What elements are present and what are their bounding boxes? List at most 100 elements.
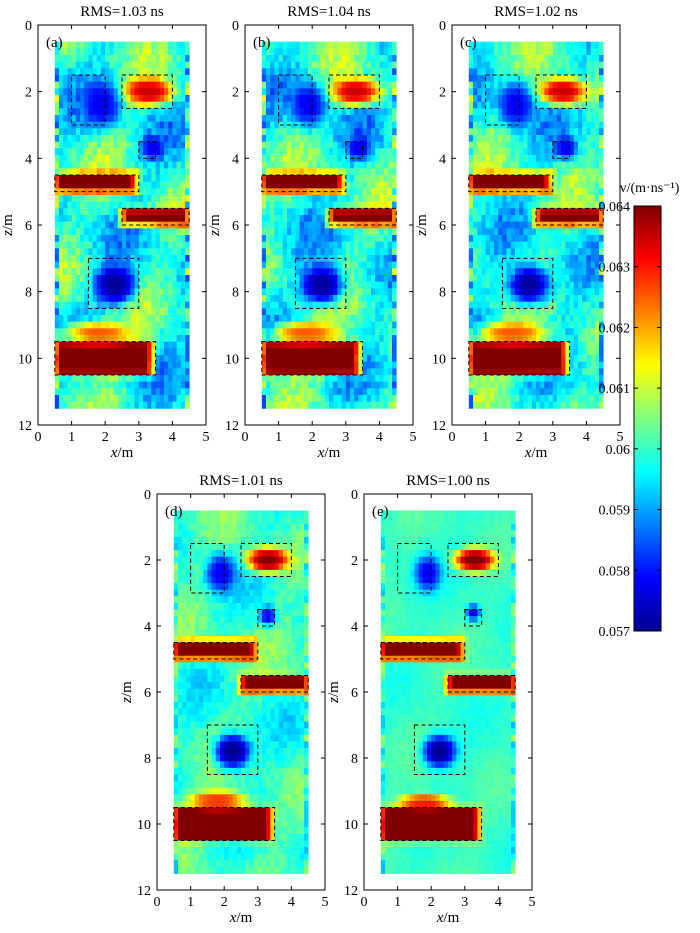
heatmap-cell [71, 181, 77, 189]
heatmap-cell [71, 175, 77, 183]
heatmap-cell [54, 308, 60, 316]
heatmap-cell [362, 201, 368, 209]
heatmap-cell [350, 168, 355, 176]
heatmap-cell [473, 361, 478, 369]
heatmap-cell [544, 161, 549, 169]
heatmap-cell [557, 308, 562, 316]
heatmap-cell [548, 228, 554, 236]
heatmap-cell [278, 268, 284, 276]
heatmap-cell [67, 401, 72, 409]
heatmap-cell [468, 121, 474, 129]
heatmap-cell [143, 335, 148, 343]
heatmap-cell [371, 115, 376, 123]
heatmap-cell [515, 381, 520, 389]
heatmap-cell [341, 81, 347, 89]
heatmap-cell [96, 395, 102, 403]
heatmap-cell [371, 381, 376, 389]
heatmap-cell [544, 388, 549, 396]
heatmap-cell [337, 361, 342, 369]
heatmap-cell [130, 101, 135, 109]
heatmap-cell [320, 348, 326, 356]
heatmap-cell [371, 348, 376, 356]
heatmap-cell [151, 175, 156, 183]
heatmap-cell [477, 235, 482, 243]
heatmap-cell [573, 61, 579, 69]
heatmap-cell [477, 268, 482, 276]
heatmap-cell [552, 195, 558, 203]
heatmap-cell [337, 295, 342, 303]
heatmap-cell [515, 221, 520, 229]
heatmap-cell [329, 348, 334, 356]
heatmap-cell [105, 375, 110, 383]
heatmap-cell [291, 301, 296, 309]
heatmap-cell [71, 361, 77, 369]
heatmap-cell [155, 261, 161, 269]
heatmap-cell [278, 161, 284, 169]
heatmap-cell [303, 168, 309, 176]
heatmap-cell [552, 301, 558, 309]
heatmap-cell [329, 315, 334, 323]
heatmap-cell [510, 315, 516, 323]
heatmap-cell [67, 61, 72, 69]
heatmap-cell [113, 381, 119, 389]
heatmap-cell [270, 175, 275, 183]
heatmap-cell [510, 55, 516, 63]
heatmap-cell [358, 141, 363, 149]
heatmap-cell [88, 361, 93, 369]
heatmap-cell [54, 95, 60, 103]
heatmap-cell [172, 161, 177, 169]
heatmap-cell [548, 248, 554, 256]
heatmap-cell [371, 215, 376, 223]
heatmap-cell [502, 321, 507, 329]
heatmap-cell [573, 228, 579, 236]
heatmap-cell [354, 288, 359, 296]
heatmap-cell [261, 268, 267, 276]
heatmap-cell [80, 115, 85, 123]
heatmap-cell [540, 135, 545, 143]
heatmap-cell [375, 48, 380, 56]
heatmap-cell [109, 108, 114, 116]
heatmap-cell [159, 108, 165, 116]
heatmap-cell [138, 315, 144, 323]
heatmap-cell [345, 261, 351, 269]
heatmap-cell [506, 81, 512, 89]
heatmap-cell [548, 281, 554, 289]
heatmap-cell [164, 168, 169, 176]
heatmap-cell [105, 335, 110, 343]
heatmap-cell [261, 248, 267, 256]
heatmap-cell [337, 248, 342, 256]
heatmap-cell [333, 75, 338, 83]
heatmap-cell [316, 248, 321, 256]
heatmap-cell [299, 148, 305, 156]
heatmap-cell [67, 88, 72, 96]
heatmap-cell [147, 95, 152, 103]
heatmap-cell [324, 335, 330, 343]
heatmap-cell [337, 355, 342, 363]
heatmap-cell [519, 95, 524, 103]
heatmap-cell [468, 175, 474, 183]
heatmap-cell [383, 88, 389, 96]
heatmap-cell [122, 115, 127, 123]
heatmap-cell [387, 95, 393, 103]
heatmap-cell [299, 181, 305, 189]
heatmap-cell [515, 315, 520, 323]
heatmap-cell [569, 241, 575, 249]
heatmap-cell [494, 68, 499, 76]
heatmap-cell [96, 361, 102, 369]
heatmap-cell [172, 75, 177, 83]
heatmap-cell [168, 201, 173, 209]
heatmap-cell [552, 321, 558, 329]
heatmap-cell [270, 401, 275, 409]
heatmap-cell [468, 315, 474, 323]
heatmap-cell [489, 341, 495, 349]
heatmap-cell [71, 328, 77, 336]
heatmap-cell [130, 148, 135, 156]
heatmap-cell [333, 168, 338, 176]
heatmap-cell [565, 228, 570, 236]
heatmap-cell [67, 121, 72, 129]
heatmap-cell [101, 141, 106, 149]
heatmap-cell [510, 175, 516, 183]
heatmap-cell [561, 208, 566, 216]
heatmap-cell [185, 361, 190, 369]
heatmap-cell [299, 288, 305, 296]
